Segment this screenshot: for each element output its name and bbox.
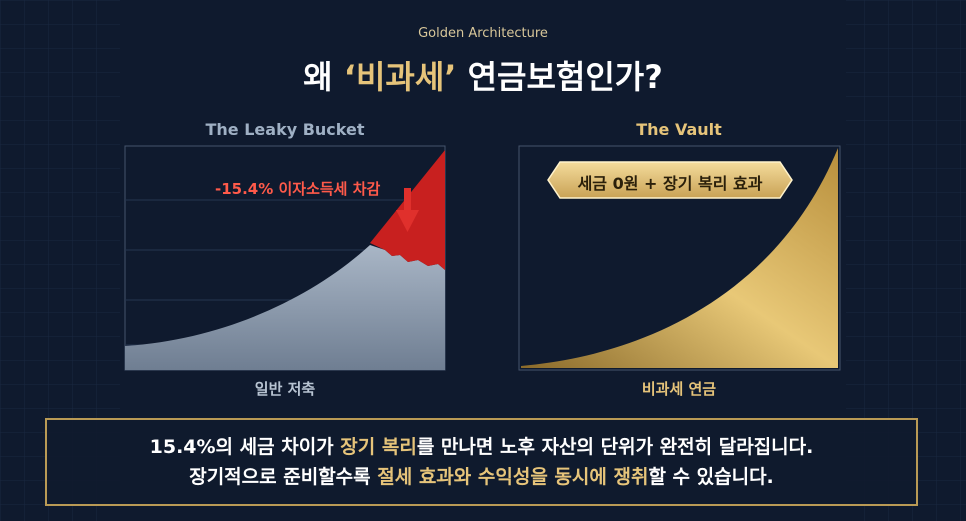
panel-title: The Leaky Bucket — [205, 120, 365, 139]
text: 를 만나면 노후 자산의 단위가 완전히 달라집니다. — [416, 436, 814, 458]
text: 장기적으로 준비할수록 — [189, 466, 378, 488]
leaky-chart — [124, 145, 446, 371]
vault-chart — [518, 145, 841, 371]
title: 왜 ‘비과세’ 연금보험인가? — [0, 52, 966, 98]
annotation: -15.4% 이자소득세 차감 — [215, 180, 381, 198]
text: 할 수 있습니다. — [648, 466, 774, 488]
note-line: 15.4%의 세금 차이가 장기 복리를 만나면 노후 자산의 단위가 완전히 … — [47, 432, 916, 462]
badge: 세금 0원 + 장기 복리 효과 — [577, 174, 763, 193]
highlight-text: 장기 복리 — [340, 436, 417, 458]
highlight-text: 절세 효과와 수익성을 동시에 쟁취 — [377, 466, 649, 488]
note-line: 장기적으로 준비할수록 절세 효과와 수익성을 동시에 쟁취할 수 있습니다. — [47, 462, 916, 492]
eyebrow: Golden Architecture — [418, 26, 548, 41]
note-box: 15.4%의 세금 차이가 장기 복리를 만나면 노후 자산의 단위가 완전히 … — [45, 418, 918, 506]
text: 15.4%의 세금 차이가 — [149, 436, 341, 458]
highlight-text: ‘비과세’ — [343, 58, 457, 96]
panel-title: The Vault — [636, 120, 722, 139]
caption: 비과세 연금 — [641, 380, 717, 398]
text: 연금보험인가? — [456, 58, 663, 96]
text: 왜 — [303, 58, 344, 96]
caption: 일반 저축 — [254, 380, 316, 398]
